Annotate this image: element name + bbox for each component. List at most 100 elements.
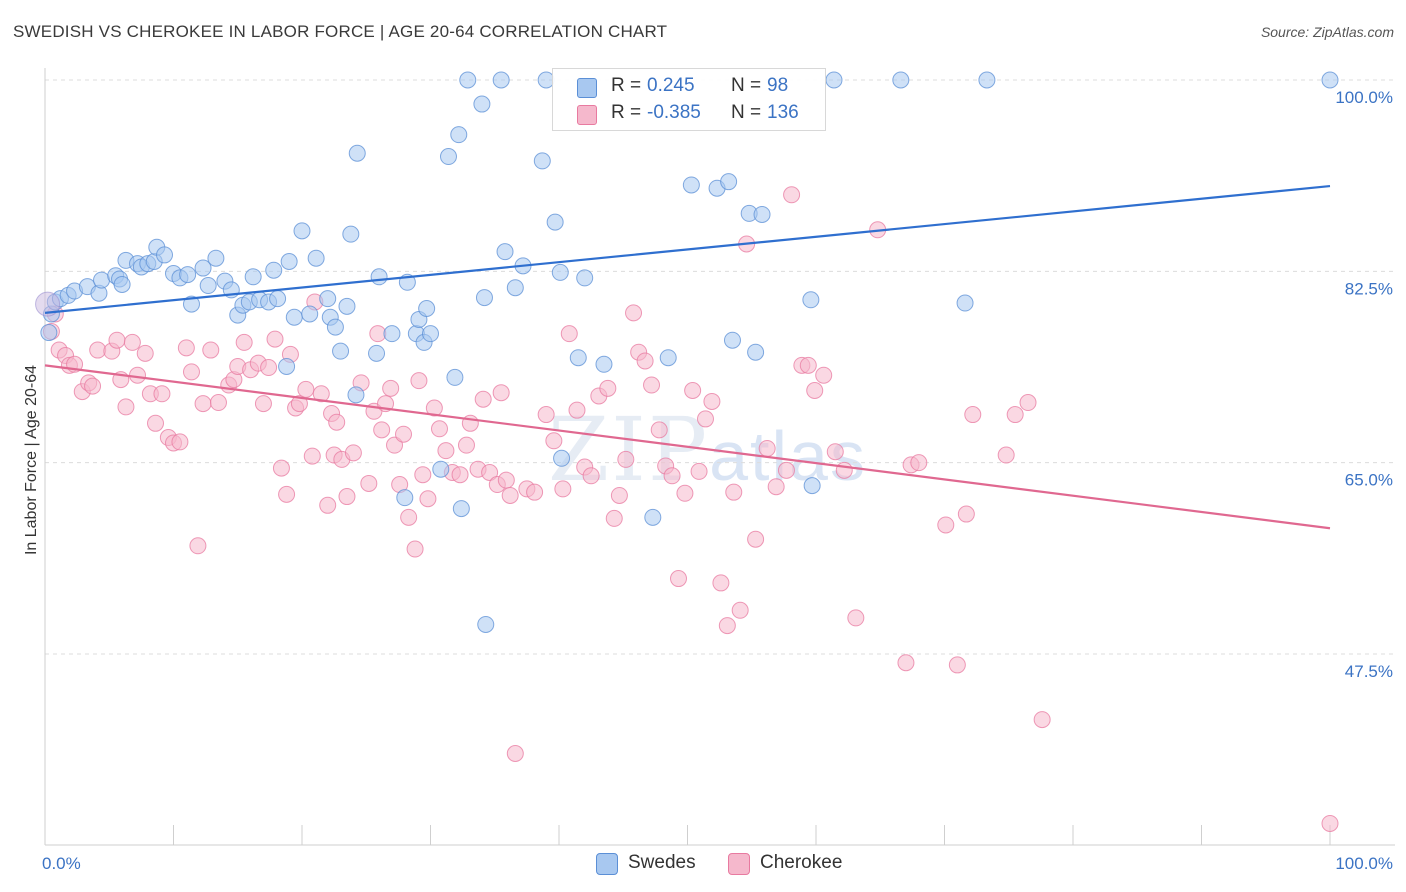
data-point [265, 261, 283, 279]
data-point [725, 483, 743, 501]
data-point [153, 385, 171, 403]
data-point [446, 368, 464, 386]
data-point [93, 271, 111, 289]
data-point [369, 325, 387, 343]
data-point [599, 379, 617, 397]
data-point [319, 496, 337, 514]
data-point [272, 459, 290, 477]
data-point [368, 344, 386, 362]
data-point [244, 268, 262, 286]
data-point [410, 372, 428, 390]
data-point [396, 489, 414, 507]
data-point [473, 95, 491, 113]
data-point [595, 355, 613, 373]
data-point [156, 246, 174, 264]
data-point [610, 486, 628, 504]
data-point [568, 401, 586, 419]
data-point [835, 461, 853, 479]
data-point [537, 406, 555, 424]
data-point [450, 126, 468, 144]
data-point [319, 290, 337, 308]
legend-row-cherokee: R = -0.385 N = 136 [553, 102, 825, 128]
data-point [1321, 71, 1339, 89]
data-point [89, 341, 107, 359]
data-point [432, 460, 450, 478]
data-point [497, 471, 515, 489]
data-point [747, 530, 765, 548]
data-point [451, 466, 469, 484]
data-point [338, 297, 356, 315]
data-point [650, 421, 668, 439]
legend-swatch-cherokee [577, 105, 597, 125]
data-point [182, 295, 200, 313]
data-point [171, 433, 189, 451]
data-point [910, 454, 928, 472]
data-point [492, 71, 510, 89]
data-point [457, 436, 475, 454]
y-tick-label: 65.0% [1345, 471, 1393, 490]
data-point [682, 176, 700, 194]
data-point [179, 266, 197, 284]
data-point [582, 467, 600, 485]
y-axis-label: In Labor Force | Age 20-64 [23, 365, 40, 555]
tick-labels: 100.0% 82.5% 65.0% 47.5% 0.0% 100.0% [42, 88, 1393, 873]
data-point [802, 291, 820, 309]
data-point [177, 339, 195, 357]
data-point [199, 277, 217, 295]
data-point [481, 464, 499, 482]
data-point [847, 609, 865, 627]
legend-swatch-swedes [577, 78, 597, 98]
data-point [344, 444, 362, 462]
data-point [303, 447, 321, 465]
data-point [937, 516, 955, 534]
data-point [254, 395, 272, 413]
data-point [676, 484, 694, 502]
data-point [370, 268, 388, 286]
trend-line-cherokee [44, 364, 1331, 530]
data-point [422, 325, 439, 343]
data-point [414, 466, 432, 484]
data-point [182, 363, 200, 381]
data-point [753, 205, 771, 223]
data-point [747, 343, 765, 361]
stats-legend: R = 0.245 N = 98 R = -0.385 N = 136 [552, 68, 826, 131]
legend-swatch-cherokee [728, 853, 750, 875]
y-tick-label: 82.5% [1345, 279, 1393, 298]
y-tick-label: 47.5% [1345, 662, 1393, 681]
series-legend: Swedes Cherokee [0, 852, 1406, 878]
data-point [718, 617, 736, 635]
data-point [260, 359, 278, 377]
data-point [108, 331, 126, 349]
data-point [978, 71, 996, 89]
data-point [348, 144, 366, 162]
data-point [712, 574, 730, 592]
data-point [723, 331, 741, 349]
legend-n-value: 98 [767, 75, 789, 96]
data-point [957, 505, 975, 523]
series-swedes [35, 71, 1339, 633]
data-point [545, 432, 563, 450]
data-point [395, 425, 413, 443]
data-point [147, 414, 165, 432]
data-point [278, 485, 296, 503]
data-point [897, 654, 915, 672]
data-point [430, 420, 448, 438]
data-point [546, 213, 564, 231]
legend-label-swedes: Swedes [628, 852, 696, 873]
data-point [644, 508, 662, 526]
data-point [605, 509, 623, 527]
data-point [997, 446, 1015, 464]
data-point [452, 500, 470, 518]
data-point [209, 394, 227, 412]
data-point [285, 308, 303, 326]
data-point [189, 537, 207, 555]
data-point [696, 410, 714, 428]
data-point [297, 380, 315, 398]
data-point [492, 384, 510, 402]
data-point [207, 249, 225, 267]
data-point [382, 379, 400, 397]
data-point [266, 330, 284, 348]
legend-n-label: N = [731, 75, 762, 96]
data-point [636, 352, 654, 370]
data-point [474, 390, 492, 408]
